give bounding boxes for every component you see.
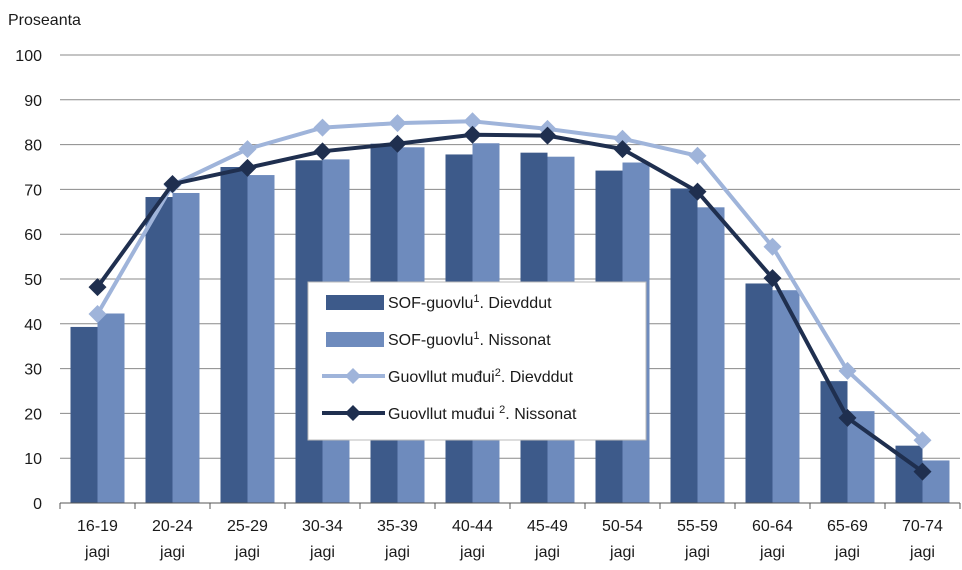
y-tick-label: 90 bbox=[24, 93, 42, 110]
x-tick-label: jagi bbox=[834, 544, 860, 561]
x-tick-label: 40-44 bbox=[452, 518, 493, 535]
legend-label: Guovllut muđui 2. Nissonat bbox=[388, 404, 577, 423]
data-point-marker bbox=[388, 134, 407, 153]
x-tick-label: jagi bbox=[759, 544, 785, 561]
data-point-marker bbox=[688, 146, 707, 165]
data-point-marker bbox=[313, 118, 332, 137]
bar bbox=[247, 175, 275, 503]
data-point-marker bbox=[388, 114, 407, 133]
x-tick-label: jagi bbox=[609, 544, 635, 561]
x-tick-label: jagi bbox=[534, 544, 560, 561]
lines bbox=[88, 112, 932, 481]
series-line bbox=[95, 119, 924, 442]
x-tick-label: jagi bbox=[309, 544, 335, 561]
x-tick-label: 30-34 bbox=[302, 518, 343, 535]
x-tick-label: 65-69 bbox=[827, 518, 868, 535]
x-tick-label: jagi bbox=[84, 544, 110, 561]
y-tick-label: 20 bbox=[24, 406, 42, 423]
x-tick-label: jagi bbox=[234, 544, 260, 561]
data-point-marker bbox=[838, 361, 857, 380]
x-tick-label: 50-54 bbox=[602, 518, 643, 535]
data-point-marker bbox=[613, 129, 632, 148]
x-tick-label: 60-64 bbox=[752, 518, 793, 535]
data-point-marker bbox=[163, 175, 182, 194]
bar bbox=[697, 207, 725, 503]
y-tick-label: 80 bbox=[24, 138, 42, 155]
legend-swatch bbox=[326, 332, 384, 347]
x-tick-label: 20-24 bbox=[152, 518, 193, 535]
bar bbox=[172, 192, 200, 503]
data-point-marker bbox=[538, 126, 557, 145]
data-point-marker bbox=[88, 304, 107, 323]
x-tick-label: jagi bbox=[159, 544, 185, 561]
legend-label: Guovllut muđui2. Dievddut bbox=[388, 367, 573, 386]
legend-swatch bbox=[326, 295, 384, 310]
data-point-marker bbox=[763, 269, 782, 288]
data-point-marker bbox=[463, 125, 482, 144]
bar bbox=[745, 283, 773, 503]
bar bbox=[847, 411, 875, 503]
data-point-marker bbox=[313, 142, 332, 161]
data-point-marker bbox=[913, 431, 932, 450]
legend-label: SOF-guovlu1. Nissonat bbox=[388, 330, 551, 349]
gridlines bbox=[60, 54, 960, 459]
y-tick-label: 50 bbox=[24, 272, 42, 289]
x-tick-label: jagi bbox=[909, 544, 935, 561]
data-point-marker bbox=[838, 408, 857, 427]
x-tick-label: 55-59 bbox=[677, 518, 718, 535]
x-axis: 16-19 jagi 20-24 jagi 25-29 jagi 30-34 jagi 35-3… bbox=[59, 502, 961, 561]
bar bbox=[670, 188, 698, 503]
bar bbox=[772, 290, 800, 503]
x-tick-label: jagi bbox=[384, 544, 410, 561]
legend-marker bbox=[345, 368, 361, 384]
x-tick-label: jagi bbox=[684, 544, 710, 561]
x-tick-label: 25-29 bbox=[227, 518, 268, 535]
legend-marker bbox=[345, 405, 361, 421]
legend-label: SOF-guovlu1. Dievddut bbox=[388, 293, 552, 312]
y-axis-ticks: 0 10 20 30 40 50 60 70 80 90 100 bbox=[15, 48, 42, 513]
data-point-marker bbox=[238, 158, 257, 177]
series-line bbox=[95, 132, 924, 474]
x-tick-label: jagi bbox=[459, 544, 485, 561]
y-tick-label: 100 bbox=[15, 48, 42, 65]
data-point-marker bbox=[688, 182, 707, 201]
y-tick-label: 60 bbox=[24, 227, 42, 244]
bar bbox=[820, 381, 848, 503]
y-tick-label: 70 bbox=[24, 182, 42, 199]
y-tick-label: 0 bbox=[33, 496, 42, 513]
data-point-marker bbox=[88, 278, 107, 297]
x-tick-label: 70-74 bbox=[902, 518, 943, 535]
bar bbox=[70, 326, 98, 503]
bar bbox=[145, 197, 173, 504]
y-axis-unit-label: Proseanta bbox=[8, 12, 81, 29]
data-point-marker bbox=[238, 140, 257, 159]
y-tick-label: 40 bbox=[24, 317, 42, 334]
x-tick-label: 35-39 bbox=[377, 518, 418, 535]
bar bbox=[220, 167, 248, 503]
y-tick-label: 10 bbox=[24, 451, 42, 468]
data-point-marker bbox=[463, 112, 482, 131]
legend: SOF-guovlu1. Dievddut SOF-guovlu1. Nisson… bbox=[307, 281, 647, 441]
x-tick-label: 45-49 bbox=[527, 518, 568, 535]
y-tick-label: 30 bbox=[24, 362, 42, 379]
data-point-marker bbox=[763, 237, 782, 256]
data-point-marker bbox=[913, 462, 932, 481]
bar bbox=[97, 313, 125, 503]
x-tick-label: 16-19 bbox=[77, 518, 118, 535]
data-point-marker bbox=[613, 140, 632, 159]
